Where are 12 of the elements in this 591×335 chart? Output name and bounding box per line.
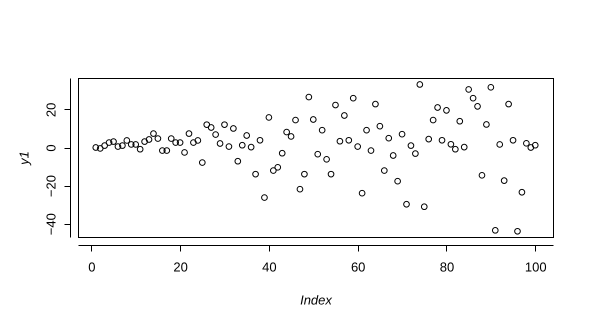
x-tick-label: 0 <box>88 260 96 274</box>
x-axis-title: Index <box>300 292 332 308</box>
y-tick-label: −20 <box>44 175 58 198</box>
x-tick-label: 20 <box>173 260 188 274</box>
x-tick-label: 100 <box>524 260 547 274</box>
x-tick-label: 40 <box>262 260 277 274</box>
y-tick-label: −40 <box>44 213 58 236</box>
x-tick-label: 60 <box>350 260 366 274</box>
y-axis-title: y1 <box>16 151 32 166</box>
y-tick-label: 0 <box>44 144 58 152</box>
y-tick-label: 20 <box>44 102 58 118</box>
x-tick-label: 80 <box>440 260 454 274</box>
